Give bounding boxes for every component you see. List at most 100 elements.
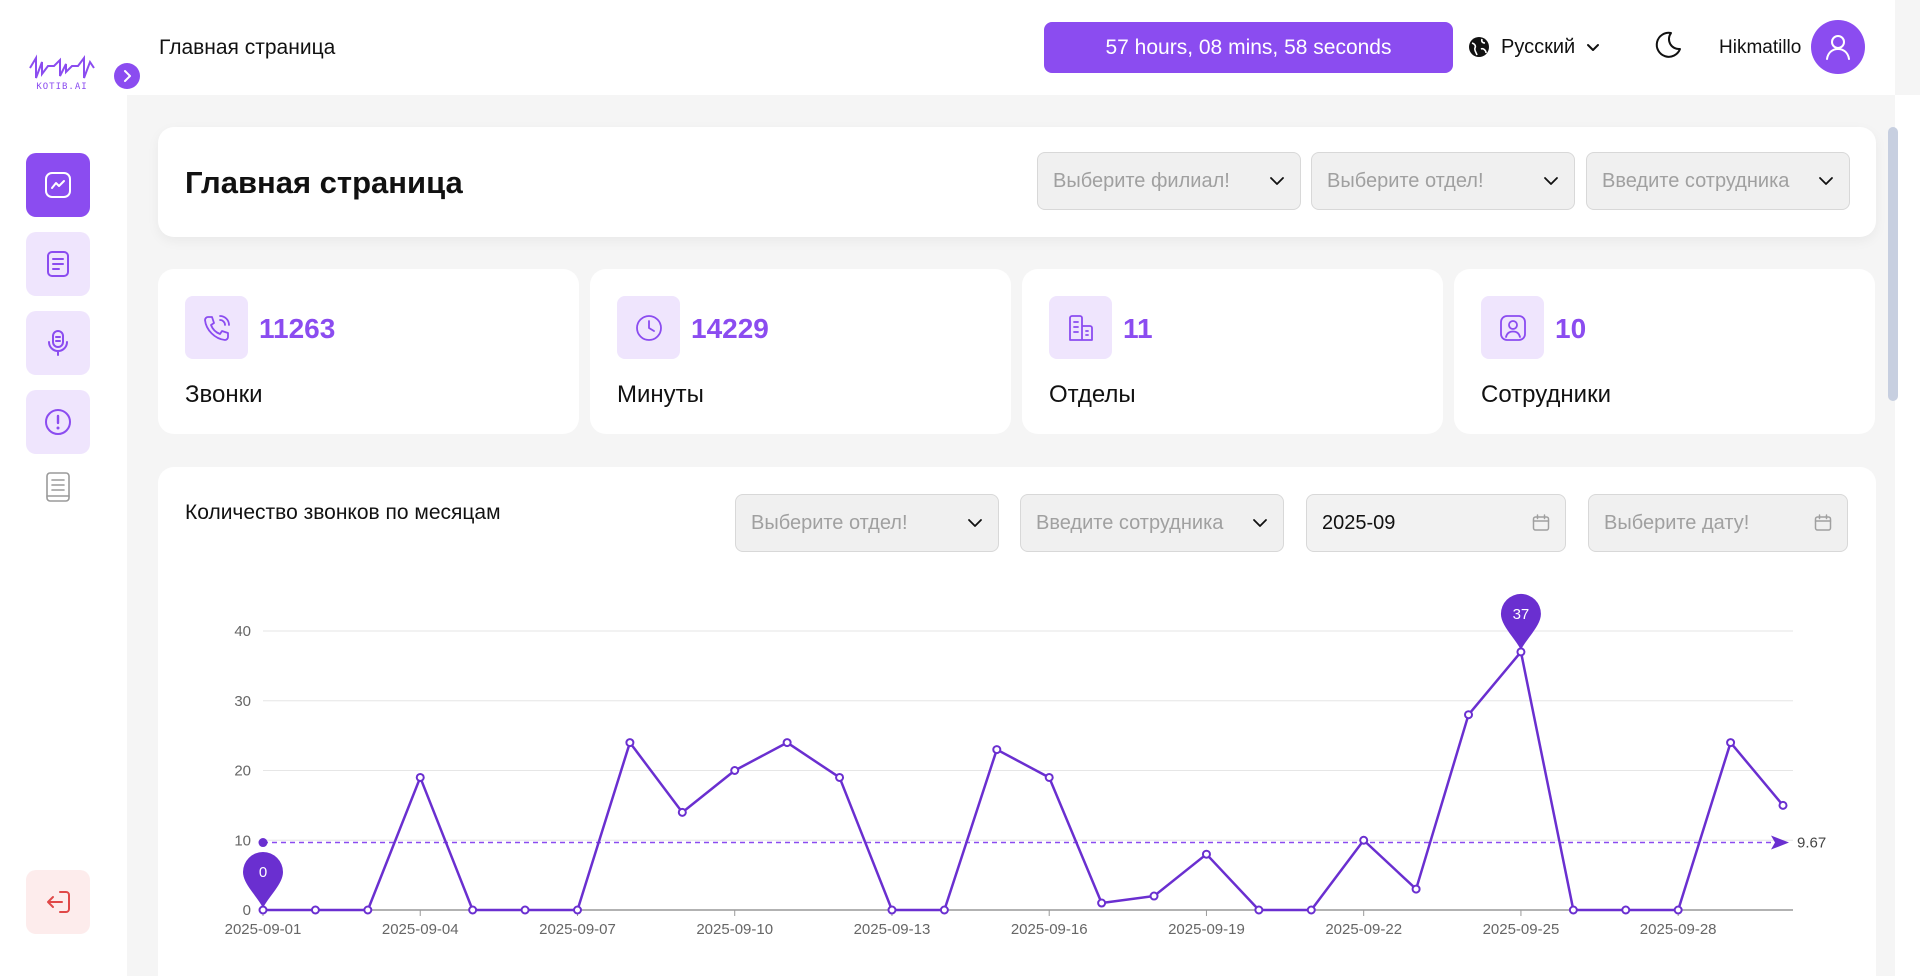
moon-icon [1655, 31, 1681, 58]
clock-icon [635, 314, 662, 341]
header: Главная страница 57 hours, 08 mins, 58 s… [127, 0, 1895, 95]
x-tick-label: 2025-09-13 [854, 921, 931, 938]
stat-label: Звонки [185, 381, 263, 408]
calls-line-chart: 0 10 20 30 40 2025-09-01 2025-09-04 2025-09-07 2… [225, 593, 1826, 938]
globe-icon [1469, 37, 1489, 57]
y-tick-label: 20 [234, 763, 251, 780]
x-tick-label: 2025-09-16 [1011, 921, 1088, 938]
user-icon [1826, 35, 1850, 60]
stat-icon-box [185, 296, 248, 359]
department-select-placeholder: Выберите отдел! [1327, 169, 1484, 192]
month-picker-value: 2025-09 [1322, 511, 1396, 534]
data-point [520, 905, 530, 915]
branch-select[interactable]: Выберите филиал! [1037, 152, 1301, 210]
x-tick-label: 2025-09-22 [1325, 921, 1402, 938]
y-tick-label: 0 [243, 902, 251, 919]
chevron-down-icon [1270, 177, 1284, 185]
page-title: Главная страница [185, 165, 463, 200]
data-point [363, 905, 373, 915]
notes-icon [46, 472, 70, 502]
data-point [1149, 891, 1159, 901]
stat-card-calls: 11263 Звонки [158, 269, 579, 434]
max-marker-label: 37 [1513, 606, 1530, 623]
data-point [1568, 905, 1578, 915]
sidebar-toggle-button[interactable] [114, 63, 140, 89]
data-point [1673, 905, 1683, 915]
scrollbar-track[interactable] [1895, 95, 1920, 976]
data-point [1464, 710, 1474, 720]
stat-card-employees: 10 Сотрудники [1454, 269, 1875, 434]
calls-chart-card: Количество звонков по месяцам Выберите о… [158, 467, 1876, 976]
chart-employee-select[interactable]: Введите сотрудника [1020, 494, 1284, 552]
nav-notes[interactable] [42, 470, 74, 504]
employee-select-placeholder: Введите сотрудника [1602, 169, 1790, 192]
data-point [939, 905, 949, 915]
chevron-down-icon [1587, 44, 1600, 51]
stat-value: 10 [1555, 313, 1587, 344]
language-label: Русский [1501, 35, 1576, 58]
average-label: 9.67 [1797, 835, 1826, 852]
stat-label: Минуты [617, 381, 704, 408]
chart-department-placeholder: Выберите отдел! [751, 511, 908, 534]
stat-value: 11 [1123, 313, 1153, 344]
department-select[interactable]: Выберите отдел! [1311, 152, 1575, 210]
stat-label: Сотрудники [1481, 381, 1611, 408]
min-marker-label: 0 [259, 864, 267, 881]
user-badge-icon [1499, 314, 1526, 341]
document-icon [47, 251, 69, 277]
x-tick-label: 2025-09-07 [539, 921, 616, 938]
stat-icon-box [1049, 296, 1112, 359]
stat-icon-box [1481, 296, 1544, 359]
phone-icon [203, 314, 230, 341]
x-tick-label: 2025-09-04 [382, 921, 459, 938]
data-point [1254, 905, 1264, 915]
data-point [1778, 800, 1788, 810]
chart-department-select[interactable]: Выберите отдел! [735, 494, 999, 552]
branch-select-placeholder: Выберите филиал! [1053, 169, 1230, 192]
data-point [1359, 835, 1369, 845]
x-tick-label: 2025-09-01 [225, 921, 302, 938]
data-point [992, 745, 1002, 755]
y-tick-label: 30 [234, 693, 251, 710]
employee-select[interactable]: Введите сотрудника [1586, 152, 1850, 210]
date-picker[interactable]: Выберите дату! [1588, 494, 1848, 552]
data-point [1411, 884, 1421, 894]
chevron-right-icon [124, 70, 131, 82]
stat-icon-box [617, 296, 680, 359]
date-picker-placeholder: Выберите дату! [1604, 511, 1750, 534]
max-marker-pin [1500, 593, 1541, 650]
month-picker[interactable]: 2025-09 [1306, 494, 1566, 552]
logo-text: KOTIB.AI [36, 82, 88, 92]
y-tick-label: 40 [234, 623, 251, 640]
microphone-icon [48, 330, 68, 356]
nav-recordings[interactable] [26, 311, 90, 375]
min-marker-pin [243, 852, 283, 908]
session-timer: 57 hours, 08 mins, 58 seconds [1044, 22, 1453, 73]
theme-toggle-button[interactable] [1651, 28, 1685, 62]
x-tick-label: 2025-09-28 [1640, 921, 1717, 938]
stat-label: Отделы [1049, 381, 1136, 408]
average-start-point [258, 838, 268, 848]
scrollbar-thumb[interactable] [1888, 127, 1898, 401]
nav-dashboard[interactable] [26, 153, 90, 217]
data-point [415, 772, 425, 782]
sidebar: KOTIB.AI [0, 0, 127, 976]
logo-wave-icon [29, 54, 95, 79]
chart-icon [45, 172, 71, 198]
data-point [310, 905, 320, 915]
data-point [1726, 738, 1736, 748]
nav-alerts[interactable] [26, 390, 90, 454]
stat-card-minutes: 14229 Минуты [590, 269, 1011, 434]
nav-documents[interactable] [26, 232, 90, 296]
data-point [782, 738, 792, 748]
data-point [730, 766, 740, 775]
logout-button[interactable] [26, 870, 90, 934]
x-tick-label: 2025-09-19 [1168, 921, 1245, 938]
logo: KOTIB.AI [28, 54, 96, 94]
avatar[interactable] [1811, 20, 1865, 74]
language-selector[interactable]: Русский [1467, 32, 1601, 62]
series-line [263, 650, 1784, 912]
calendar-icon [1532, 514, 1550, 531]
data-point [1306, 905, 1316, 915]
calendar-icon [1814, 514, 1832, 531]
